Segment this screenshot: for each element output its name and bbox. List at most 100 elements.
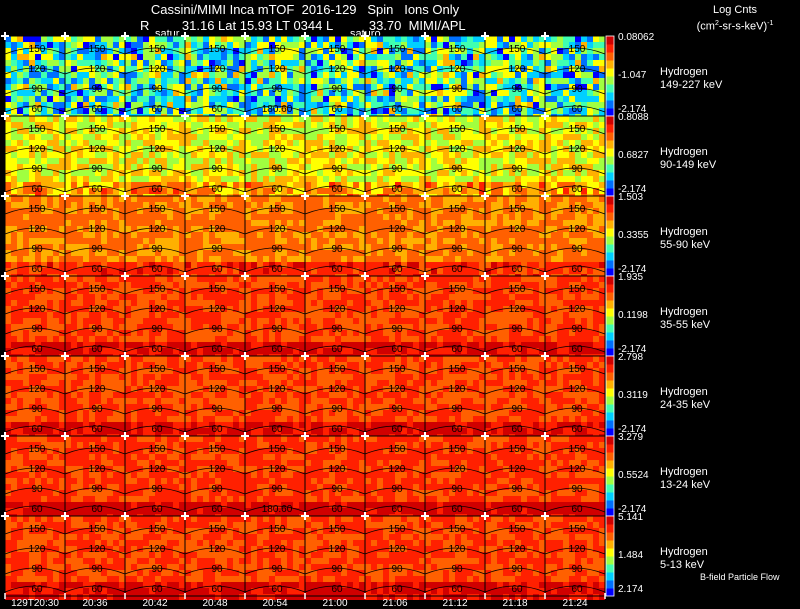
pixel	[545, 214, 551, 220]
pixel	[167, 226, 173, 232]
pixel	[569, 108, 575, 114]
pixel	[287, 268, 293, 274]
pixel	[5, 288, 11, 294]
pixel	[347, 226, 353, 232]
pixel	[131, 196, 137, 202]
pixel	[41, 134, 47, 140]
pixel	[299, 78, 305, 84]
pixel	[443, 164, 449, 170]
pixel	[479, 134, 485, 140]
pitch-contour	[244, 265, 306, 273]
pixel	[293, 202, 299, 208]
pixel	[515, 188, 521, 194]
pixel	[239, 84, 245, 90]
pixel	[545, 116, 551, 122]
pitch-contour	[244, 247, 306, 255]
pitch-contour	[244, 105, 306, 113]
pixel	[527, 128, 533, 134]
pixel	[341, 84, 347, 90]
pixel	[395, 84, 401, 90]
pixel	[407, 134, 413, 140]
pixel	[305, 102, 311, 108]
pixel	[35, 146, 41, 152]
pixel	[317, 164, 323, 170]
pixel	[419, 102, 425, 108]
pitch-label: 120	[29, 224, 46, 235]
pixel	[17, 66, 23, 72]
pixel	[455, 152, 461, 158]
pixel	[347, 188, 353, 194]
pixel	[509, 170, 515, 176]
pixel	[149, 170, 155, 176]
pixel	[245, 182, 251, 188]
pixel	[17, 348, 23, 354]
pixel	[173, 122, 179, 128]
pixel	[497, 232, 503, 238]
pixel	[155, 276, 161, 282]
pixel	[413, 42, 419, 48]
pixel	[155, 84, 161, 90]
pixel	[173, 54, 179, 60]
pixel	[11, 78, 17, 84]
pixel	[479, 122, 485, 128]
pitch-contour	[544, 207, 606, 215]
pixel	[35, 288, 41, 294]
pixel	[161, 268, 167, 274]
pixel	[341, 262, 347, 268]
pixel	[545, 36, 551, 42]
pixel	[269, 152, 275, 158]
pixel	[341, 60, 347, 66]
pitch-label: 90	[91, 84, 103, 95]
pixel	[29, 102, 35, 108]
pixel	[23, 60, 29, 66]
pixel	[173, 146, 179, 152]
pixel	[221, 256, 227, 262]
pixel	[497, 208, 503, 214]
pixel	[41, 60, 47, 66]
pixel	[371, 214, 377, 220]
pixel	[533, 146, 539, 152]
pitch-label: 150	[389, 44, 406, 55]
pixel	[275, 262, 281, 268]
units-line1: Log Cnts	[712, 4, 758, 16]
pixel	[383, 244, 389, 250]
pixel	[263, 208, 269, 214]
pixel	[233, 122, 239, 128]
pixel	[509, 164, 515, 170]
pixel	[431, 268, 437, 274]
pixel	[515, 36, 521, 42]
pixel	[383, 42, 389, 48]
pixel	[395, 54, 401, 60]
pixel	[527, 122, 533, 128]
pitch-contour	[244, 87, 306, 95]
pixel	[455, 42, 461, 48]
pixel	[167, 170, 173, 176]
pixel	[359, 54, 365, 60]
pixel	[119, 202, 125, 208]
pixel	[443, 220, 449, 226]
pixel	[443, 170, 449, 176]
pixel	[35, 188, 41, 194]
pixel	[281, 208, 287, 214]
pixel	[593, 122, 599, 128]
pixel	[107, 102, 113, 108]
pixel	[287, 238, 293, 244]
pixel	[485, 244, 491, 250]
pixel	[323, 146, 329, 152]
pixel	[365, 48, 371, 54]
pixel	[473, 232, 479, 238]
pixel	[335, 158, 341, 164]
pixel	[329, 196, 335, 202]
pixel	[35, 238, 41, 244]
pixel	[29, 66, 35, 72]
pixel	[197, 96, 203, 102]
pixel	[65, 152, 71, 158]
pixel	[287, 182, 293, 188]
pixel	[389, 158, 395, 164]
pixel	[179, 116, 185, 122]
pixel	[245, 140, 251, 146]
pixel	[113, 250, 119, 256]
pixel	[515, 170, 521, 176]
pitch-contour	[424, 265, 486, 273]
